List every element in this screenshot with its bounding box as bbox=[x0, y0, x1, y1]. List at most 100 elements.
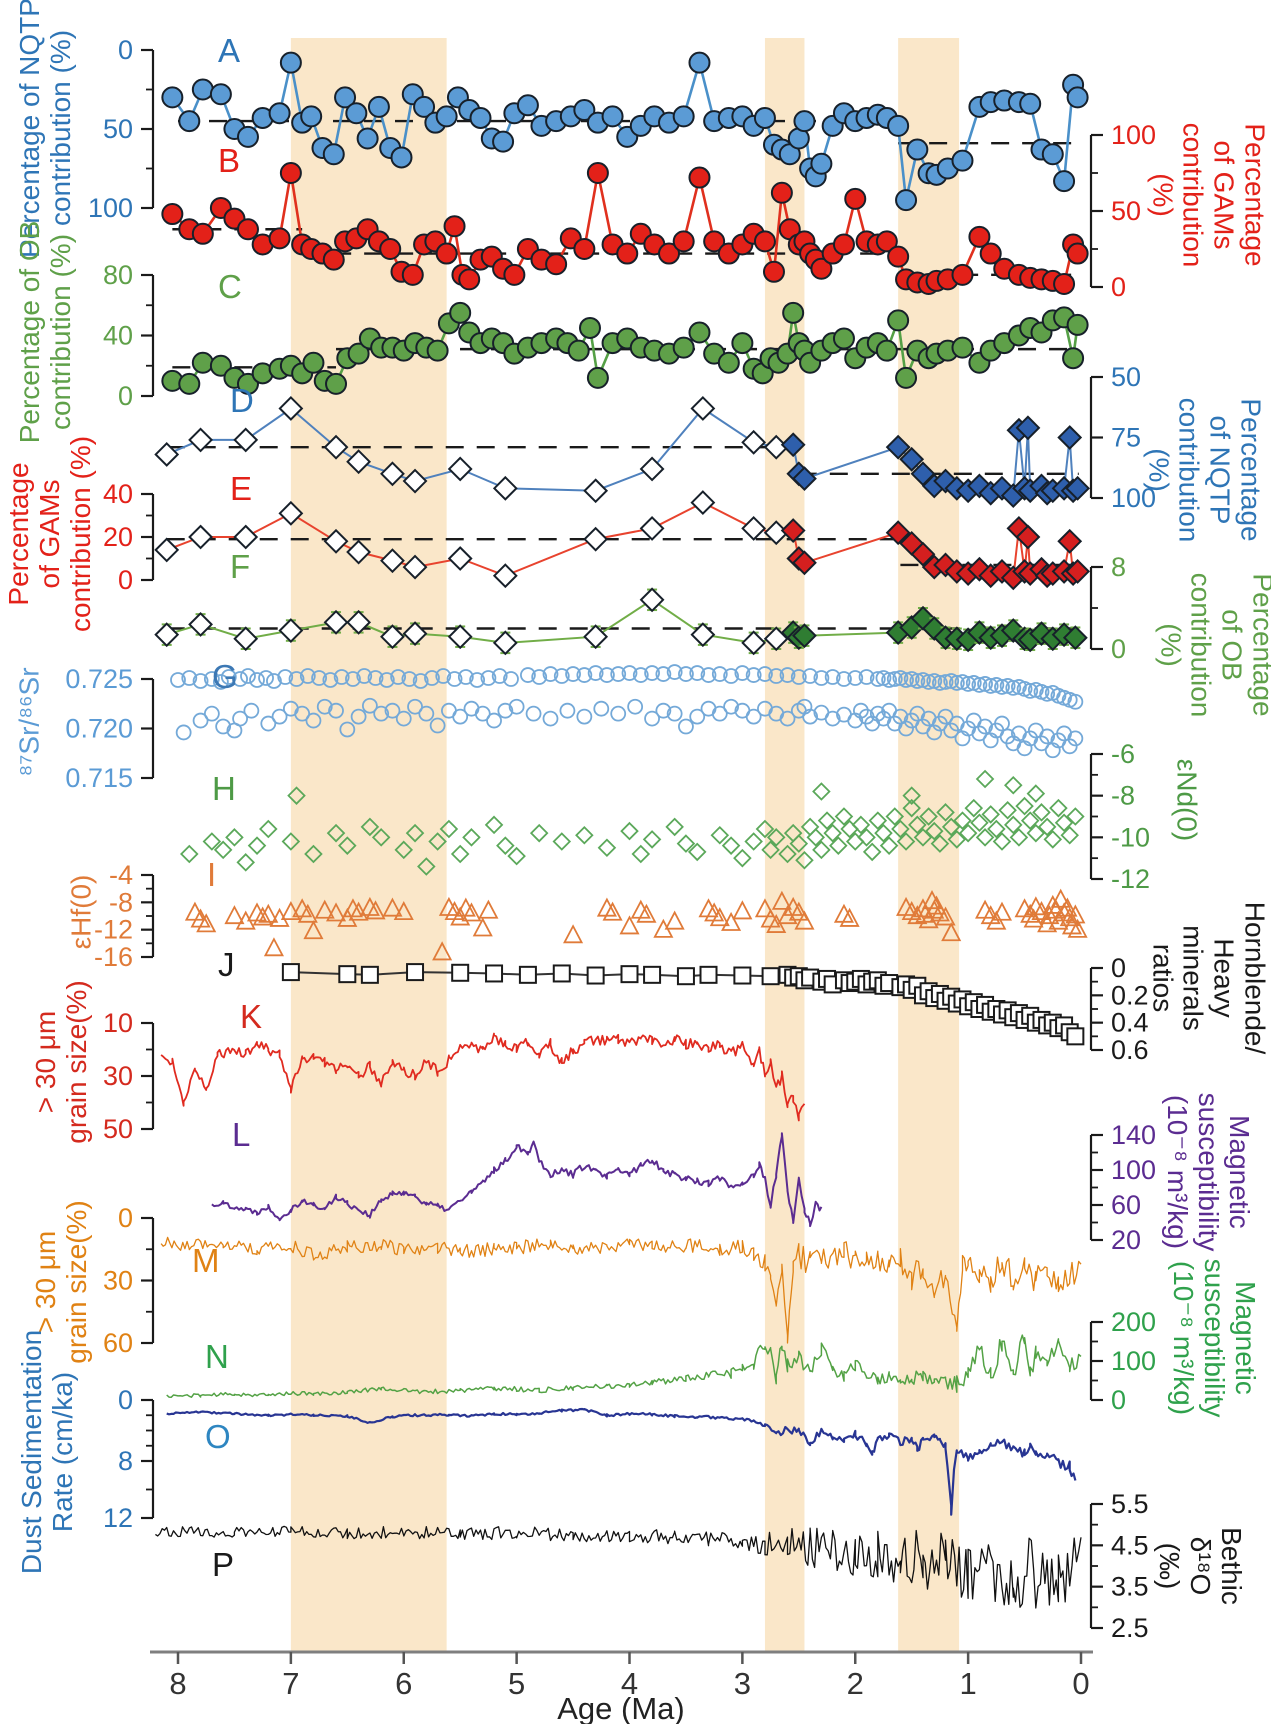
data-point bbox=[732, 900, 753, 920]
data-point bbox=[161, 86, 184, 109]
data-point bbox=[552, 832, 572, 851]
data-point bbox=[225, 828, 244, 847]
data-point bbox=[824, 710, 841, 727]
data-point bbox=[907, 905, 928, 925]
data-point bbox=[192, 673, 209, 689]
data-point bbox=[232, 710, 248, 727]
data-point bbox=[345, 102, 368, 125]
data-point bbox=[575, 825, 594, 845]
data-point bbox=[1059, 907, 1080, 927]
data-point bbox=[1066, 1027, 1085, 1046]
data-point bbox=[188, 427, 213, 453]
data-point bbox=[655, 666, 672, 682]
tick-label: 100 bbox=[1111, 1155, 1156, 1185]
data-point bbox=[181, 670, 198, 686]
data-point bbox=[380, 624, 405, 650]
data-point bbox=[542, 710, 559, 727]
data-point bbox=[768, 668, 785, 684]
data-point bbox=[583, 526, 609, 552]
data-point bbox=[300, 105, 323, 128]
data-point bbox=[360, 817, 380, 837]
panel-letter-G: G bbox=[212, 658, 238, 695]
data-point bbox=[788, 901, 809, 921]
data-point bbox=[154, 622, 180, 648]
data-point bbox=[601, 105, 624, 128]
data-point bbox=[356, 127, 379, 150]
data-point bbox=[789, 834, 809, 853]
panel-letter-M: M bbox=[192, 1242, 220, 1279]
data-point bbox=[824, 669, 841, 685]
data-point bbox=[1020, 811, 1040, 830]
data-point bbox=[452, 708, 469, 725]
data-point bbox=[469, 672, 486, 688]
panel-N: 200 100 0 N bbox=[166, 1307, 1156, 1415]
x-tick-label: 6 bbox=[395, 1666, 412, 1701]
data-point bbox=[711, 666, 728, 682]
data-point bbox=[761, 967, 780, 986]
data-point bbox=[813, 670, 830, 686]
data-point bbox=[382, 897, 403, 917]
data-point bbox=[252, 906, 273, 926]
panel-letter-P: P bbox=[212, 1546, 234, 1583]
data-point bbox=[910, 541, 936, 567]
data-point bbox=[992, 832, 1012, 851]
data-point bbox=[258, 670, 274, 686]
data-point bbox=[666, 705, 683, 722]
data-point bbox=[322, 143, 345, 166]
data-point bbox=[338, 965, 357, 984]
data-point bbox=[790, 669, 807, 685]
data-point bbox=[361, 697, 378, 714]
series-L-line bbox=[211, 1132, 823, 1228]
data-point bbox=[1067, 693, 1084, 710]
data-point bbox=[810, 257, 833, 280]
data-point bbox=[754, 898, 775, 918]
data-point bbox=[1065, 475, 1091, 501]
data-point bbox=[1057, 897, 1078, 917]
data-point bbox=[627, 698, 644, 715]
data-point bbox=[891, 819, 910, 839]
data-point bbox=[644, 665, 660, 681]
data-point bbox=[970, 813, 989, 833]
data-point bbox=[672, 105, 695, 128]
data-point bbox=[263, 937, 284, 957]
data-point bbox=[586, 366, 609, 389]
data-point bbox=[243, 702, 260, 719]
tick-label: 30 bbox=[103, 1266, 133, 1296]
data-point bbox=[745, 667, 762, 683]
data-point bbox=[766, 828, 786, 847]
data-point bbox=[268, 227, 291, 250]
tick-label: 0 bbox=[1111, 272, 1126, 302]
data-point bbox=[780, 518, 806, 543]
data-point bbox=[518, 965, 537, 984]
data-point bbox=[203, 705, 220, 722]
data-point bbox=[299, 668, 316, 684]
data-point bbox=[655, 702, 672, 719]
data-point bbox=[771, 890, 792, 910]
data-point bbox=[395, 710, 412, 727]
data-point bbox=[909, 673, 926, 689]
data-point bbox=[745, 708, 762, 725]
data-point bbox=[806, 828, 826, 847]
data-point bbox=[451, 963, 470, 982]
data-point bbox=[458, 268, 481, 291]
data-point bbox=[658, 242, 681, 265]
data-point bbox=[356, 668, 373, 684]
data-point bbox=[1004, 775, 1023, 795]
data-point bbox=[721, 911, 742, 931]
data-point bbox=[862, 842, 882, 862]
data-point bbox=[731, 332, 754, 355]
tick-label: 75 bbox=[1111, 423, 1141, 453]
panel-letter-H: H bbox=[212, 770, 236, 807]
data-point bbox=[958, 823, 978, 843]
data-point bbox=[1032, 803, 1051, 822]
tick-label: 3.5 bbox=[1111, 1572, 1149, 1602]
panel-L: 140 100 60 20 L bbox=[211, 1116, 1156, 1255]
data-point bbox=[520, 667, 536, 683]
data-point bbox=[587, 665, 604, 681]
data-point bbox=[542, 666, 559, 682]
data-point bbox=[188, 524, 213, 550]
data-point bbox=[1057, 425, 1083, 450]
data-point bbox=[333, 669, 350, 685]
tick-label: 20 bbox=[103, 522, 133, 552]
data-point bbox=[192, 712, 209, 729]
